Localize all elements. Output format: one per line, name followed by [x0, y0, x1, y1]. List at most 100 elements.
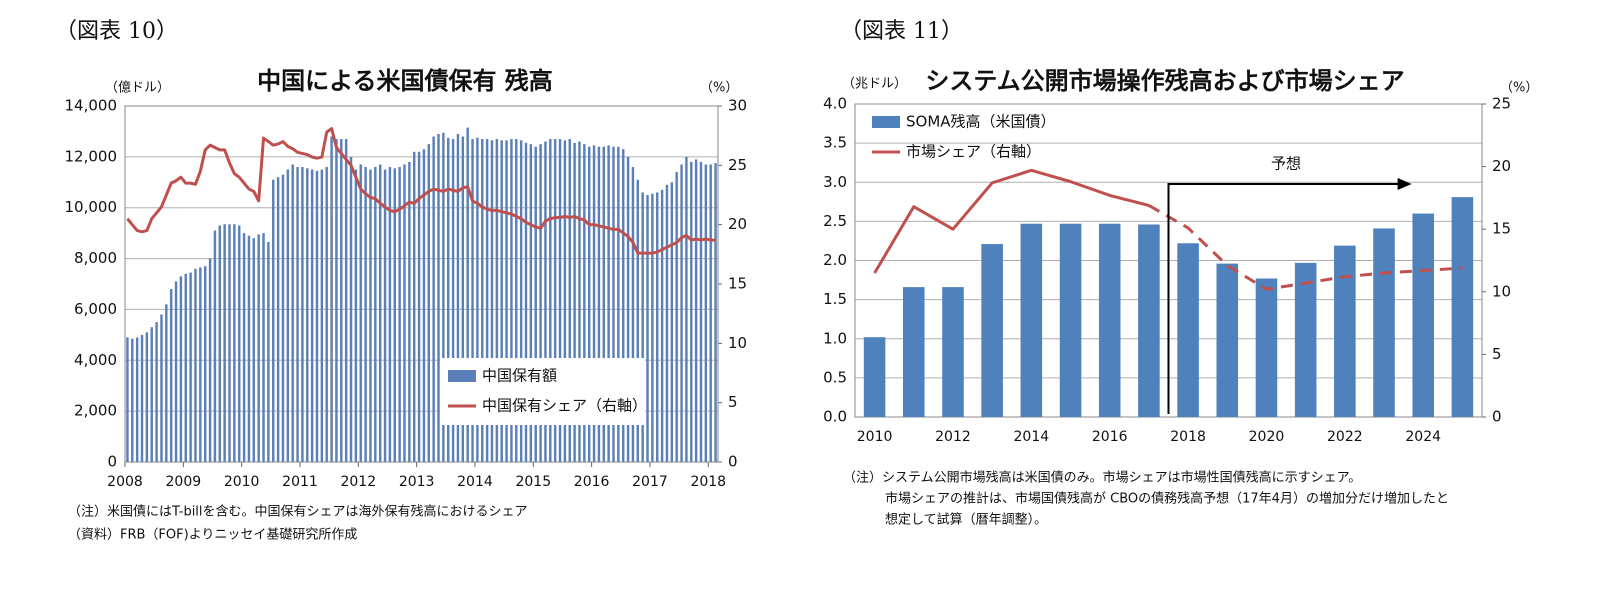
bar — [485, 139, 489, 463]
bar — [675, 172, 678, 462]
bar — [344, 139, 348, 463]
bar — [704, 164, 708, 462]
y-tick-label: 14,000 — [65, 97, 118, 115]
bar — [228, 224, 231, 462]
bar — [169, 289, 173, 462]
bar — [349, 156, 353, 462]
bar — [694, 159, 698, 462]
y2-tick-label: 20 — [728, 215, 747, 233]
y-unit: （億ドル） — [105, 80, 170, 96]
figure-label: （図表 11） — [840, 19, 963, 44]
bar — [296, 167, 299, 462]
bar — [267, 242, 270, 462]
y-tick-label: 2.5 — [823, 212, 847, 230]
y2-tick-label: 0 — [1492, 408, 1502, 426]
bar — [242, 233, 246, 462]
bar — [981, 244, 1003, 417]
bar — [325, 167, 328, 462]
bar — [150, 327, 153, 462]
bar — [301, 167, 304, 462]
y-tick-label: 4.0 — [823, 95, 847, 113]
bar — [670, 182, 674, 463]
note: （注）システム公開市場残高は米国債のみ。市場シェアは市場性国債残高に示すシェア。 — [843, 470, 1361, 486]
bar — [641, 192, 644, 462]
note: （資料）FRB（FOF)よりニッセイ基礎研究所作成 — [68, 528, 357, 543]
y2-tick-label: 5 — [1492, 345, 1502, 363]
bar — [515, 139, 518, 463]
bar — [549, 139, 552, 463]
bar — [709, 164, 712, 462]
arrow-head — [1397, 178, 1412, 190]
bar — [286, 169, 290, 463]
x-tick-label: 2016 — [574, 474, 610, 490]
bar — [335, 139, 338, 463]
bar — [291, 164, 294, 462]
x-tick-label: 2013 — [399, 474, 435, 490]
y2-tick-label: 5 — [728, 393, 738, 411]
y2-tick-label: 10 — [1492, 282, 1511, 300]
bar — [597, 146, 601, 462]
bar — [505, 140, 508, 463]
bar — [208, 258, 212, 462]
bar — [863, 337, 886, 417]
bar — [199, 267, 202, 462]
bar — [213, 230, 217, 462]
bar — [534, 146, 537, 462]
bar — [558, 139, 562, 463]
bar — [1216, 263, 1239, 417]
y2-tick-label: 15 — [1492, 220, 1511, 238]
y2-tick-label: 30 — [728, 97, 747, 115]
bar — [393, 168, 396, 463]
bar — [281, 174, 285, 462]
bar — [587, 146, 591, 462]
bar — [544, 141, 547, 462]
bar — [310, 169, 314, 463]
y2-tick-label: 15 — [728, 275, 747, 293]
bar — [408, 161, 411, 462]
bar — [155, 322, 158, 462]
bar — [714, 163, 717, 462]
bar — [140, 334, 144, 462]
y-tick-label: 8,000 — [74, 249, 117, 267]
bar — [417, 151, 421, 462]
bar — [330, 136, 333, 462]
y-tick-label: 2.0 — [823, 251, 847, 269]
bar — [699, 161, 703, 462]
bar — [578, 141, 581, 462]
y-tick-label: 12,000 — [65, 147, 118, 165]
bar — [257, 234, 260, 462]
bar — [490, 140, 494, 463]
x-tick-label: 2014 — [457, 474, 493, 490]
legend-swatch — [448, 370, 476, 382]
bar — [403, 164, 406, 462]
bar — [320, 169, 324, 463]
bar — [471, 139, 474, 463]
legend-box — [440, 358, 645, 425]
bar — [573, 142, 576, 462]
bar — [1412, 213, 1434, 417]
y-tick-label: 1.5 — [823, 290, 847, 308]
bar — [685, 156, 688, 462]
bar — [622, 149, 625, 462]
x-tick-label: 2010 — [224, 474, 260, 490]
note: 市場シェアの推計は、市場国債残高が CBOの債務残高予想（17年4月）の増加分だ… — [885, 491, 1449, 507]
bar — [340, 139, 343, 463]
bar — [252, 238, 256, 462]
bar — [1020, 223, 1043, 417]
y-tick-label: 4,000 — [74, 351, 117, 369]
bar — [165, 304, 168, 462]
x-tick-label: 2018 — [1170, 429, 1206, 445]
bar — [378, 164, 382, 462]
x-tick-label: 2024 — [1405, 429, 1441, 445]
bar — [563, 140, 567, 463]
bar — [427, 144, 431, 462]
bar — [422, 149, 426, 462]
bar — [203, 266, 207, 462]
figure-label: （図表 10） — [55, 19, 178, 44]
bar — [1451, 197, 1474, 417]
bar — [476, 137, 479, 463]
bar — [276, 177, 280, 462]
bar — [189, 272, 192, 462]
bar — [238, 225, 241, 462]
